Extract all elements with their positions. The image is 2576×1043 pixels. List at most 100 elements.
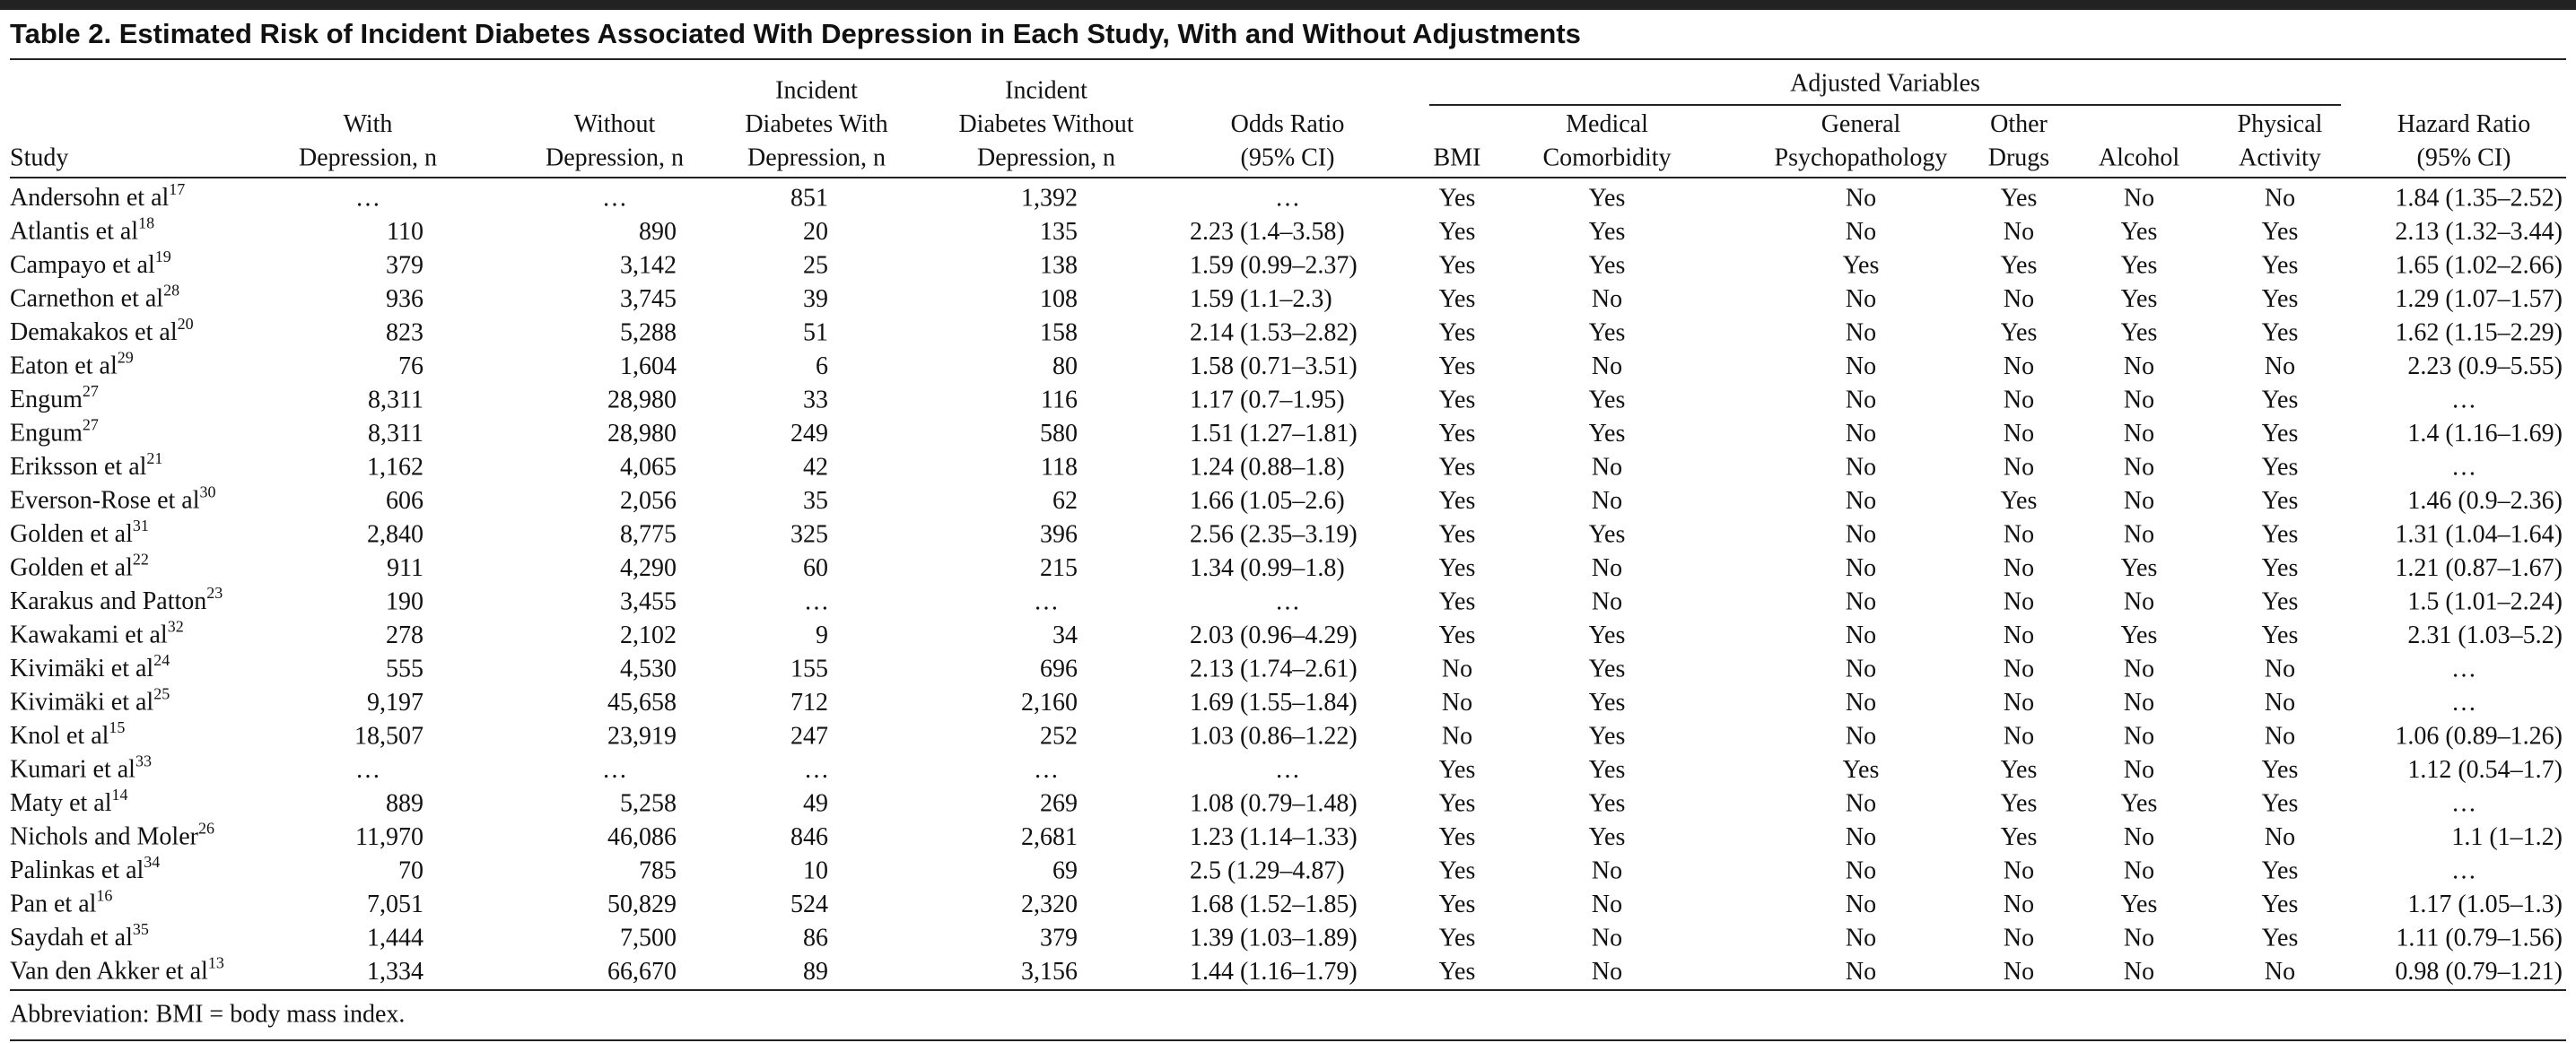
table-cell: 249 [790, 420, 828, 448]
study-label: Kawakami et al [10, 621, 168, 649]
column-header: Drugs [1988, 143, 2049, 171]
table-cell: 39 [803, 285, 828, 313]
reference: 25 [153, 685, 170, 703]
table-cell: Yes [2262, 924, 2299, 952]
study-label: Demakakos et al [10, 318, 178, 346]
reference: 22 [133, 551, 149, 569]
table-cell: Yes [2262, 487, 2299, 515]
table-cell: 1.69 (1.55–1.84) [1190, 689, 1358, 717]
study-label: Campayo et al [10, 251, 155, 279]
table-cell: … [355, 184, 380, 212]
table-cell: No [2124, 823, 2154, 851]
column-header: Incident [1005, 76, 1087, 104]
table-cell: 889 [386, 789, 424, 817]
table-cell: No [2004, 655, 2034, 682]
table-cell: 158 [1040, 318, 1078, 346]
reference: 24 [153, 651, 170, 669]
table-cell: No [2124, 655, 2154, 682]
table-cell: No [1592, 891, 1622, 918]
table-cell: … [1034, 756, 1059, 784]
table-cell: No [2004, 722, 2034, 750]
table-cell: No [1846, 655, 1876, 682]
table-cell: No [1592, 856, 1622, 884]
table-cell: 7,500 [620, 924, 677, 952]
table-cell: No [1592, 958, 1622, 986]
reference: 27 [83, 416, 99, 434]
study-label: Everson-Rose et al [10, 487, 200, 515]
table-cell: 2.13 (1.74–2.61) [1190, 655, 1358, 682]
table-cell: 1.68 (1.52–1.85) [1190, 891, 1358, 918]
table-cell: No [2004, 420, 2034, 448]
study-label: Eriksson et al [10, 453, 147, 481]
column-header: Incident [775, 76, 858, 104]
study-label: Palinkas et al [10, 856, 144, 884]
table-cell: No [1846, 789, 1876, 817]
table-cell: 155 [790, 655, 828, 682]
table-cell: No [1846, 285, 1876, 313]
table-cell: Yes [1589, 655, 1626, 682]
table-cell: 8,311 [368, 420, 424, 448]
column-header: Depression, n [747, 143, 886, 171]
table-cell: Yes [2121, 891, 2158, 918]
table-cell: Yes [2121, 285, 2158, 313]
table-cell: 1,162 [367, 453, 424, 481]
table-cell: 278 [386, 621, 424, 649]
table-cell: No [1846, 722, 1876, 750]
column-header: (95% CI) [1241, 143, 1335, 171]
table-cell: Yes [1439, 924, 1476, 952]
reference: 28 [163, 282, 179, 300]
table-cell: 25 [803, 251, 828, 279]
table-cell: No [2265, 184, 2295, 212]
table-cell: Yes [2262, 285, 2299, 313]
table-cell: 10 [803, 856, 828, 884]
study-label: Van den Akker et al [10, 958, 208, 986]
table-cell: No [2265, 823, 2295, 851]
table-cell: Yes [1439, 756, 1476, 784]
table-cell: 62 [1052, 487, 1078, 515]
table-cell: 1.31 (1.04–1.64) [2395, 520, 2563, 548]
table-cell: Yes [1589, 386, 1626, 413]
reference: 13 [208, 954, 224, 972]
table-cell: No [2124, 958, 2154, 986]
table-cell: 2,840 [367, 520, 424, 548]
study-name: Kawakami et al32 [10, 618, 184, 649]
column-header: Without [574, 110, 656, 138]
table-cell: No [1442, 655, 1472, 682]
table-cell: 8,775 [620, 520, 677, 548]
table-cell: 0.98 (0.79–1.21) [2395, 958, 2563, 986]
column-header: Depression, n [977, 143, 1115, 171]
table-cell: 108 [1040, 285, 1078, 313]
table-cell: No [1592, 924, 1622, 952]
table-cell: No [2124, 352, 2154, 380]
column-header: Physical [2238, 110, 2323, 138]
table-cell: Yes [1589, 756, 1626, 784]
table-cell: No [1592, 587, 1622, 615]
table-cell: No [2124, 386, 2154, 413]
table-cell: Yes [2262, 891, 2299, 918]
table-cell: 11,970 [355, 823, 424, 851]
table-cell: No [2124, 756, 2154, 784]
table-cell: 66,670 [607, 958, 677, 986]
reference: 17 [169, 180, 185, 198]
study-name: Golden et al22 [10, 551, 149, 582]
study-name: Kivimäki et al24 [10, 651, 170, 682]
table-cell: Yes [2001, 487, 2038, 515]
study-label: Andersohn et al [10, 184, 170, 212]
table-cell: 110 [387, 218, 424, 246]
column-header: Alcohol [2099, 143, 2179, 171]
study-label: Maty et al [10, 789, 112, 817]
table-cell: 2,160 [1021, 689, 1078, 717]
table-cell: 2,320 [1021, 891, 1078, 918]
table-cell: No [2004, 352, 2034, 380]
study-name: Everson-Rose et al30 [10, 483, 216, 515]
reference: 30 [200, 483, 216, 501]
table-cell: 379 [386, 251, 424, 279]
reference: 35 [133, 920, 149, 938]
table-cell: 379 [1040, 924, 1078, 952]
reference: 15 [109, 718, 125, 736]
table-cell: 2,102 [620, 621, 677, 649]
table-cell: No [1846, 891, 1876, 918]
table-cell: No [1846, 487, 1876, 515]
table-cell: … [2451, 856, 2476, 884]
table-cell: No [1846, 318, 1876, 346]
